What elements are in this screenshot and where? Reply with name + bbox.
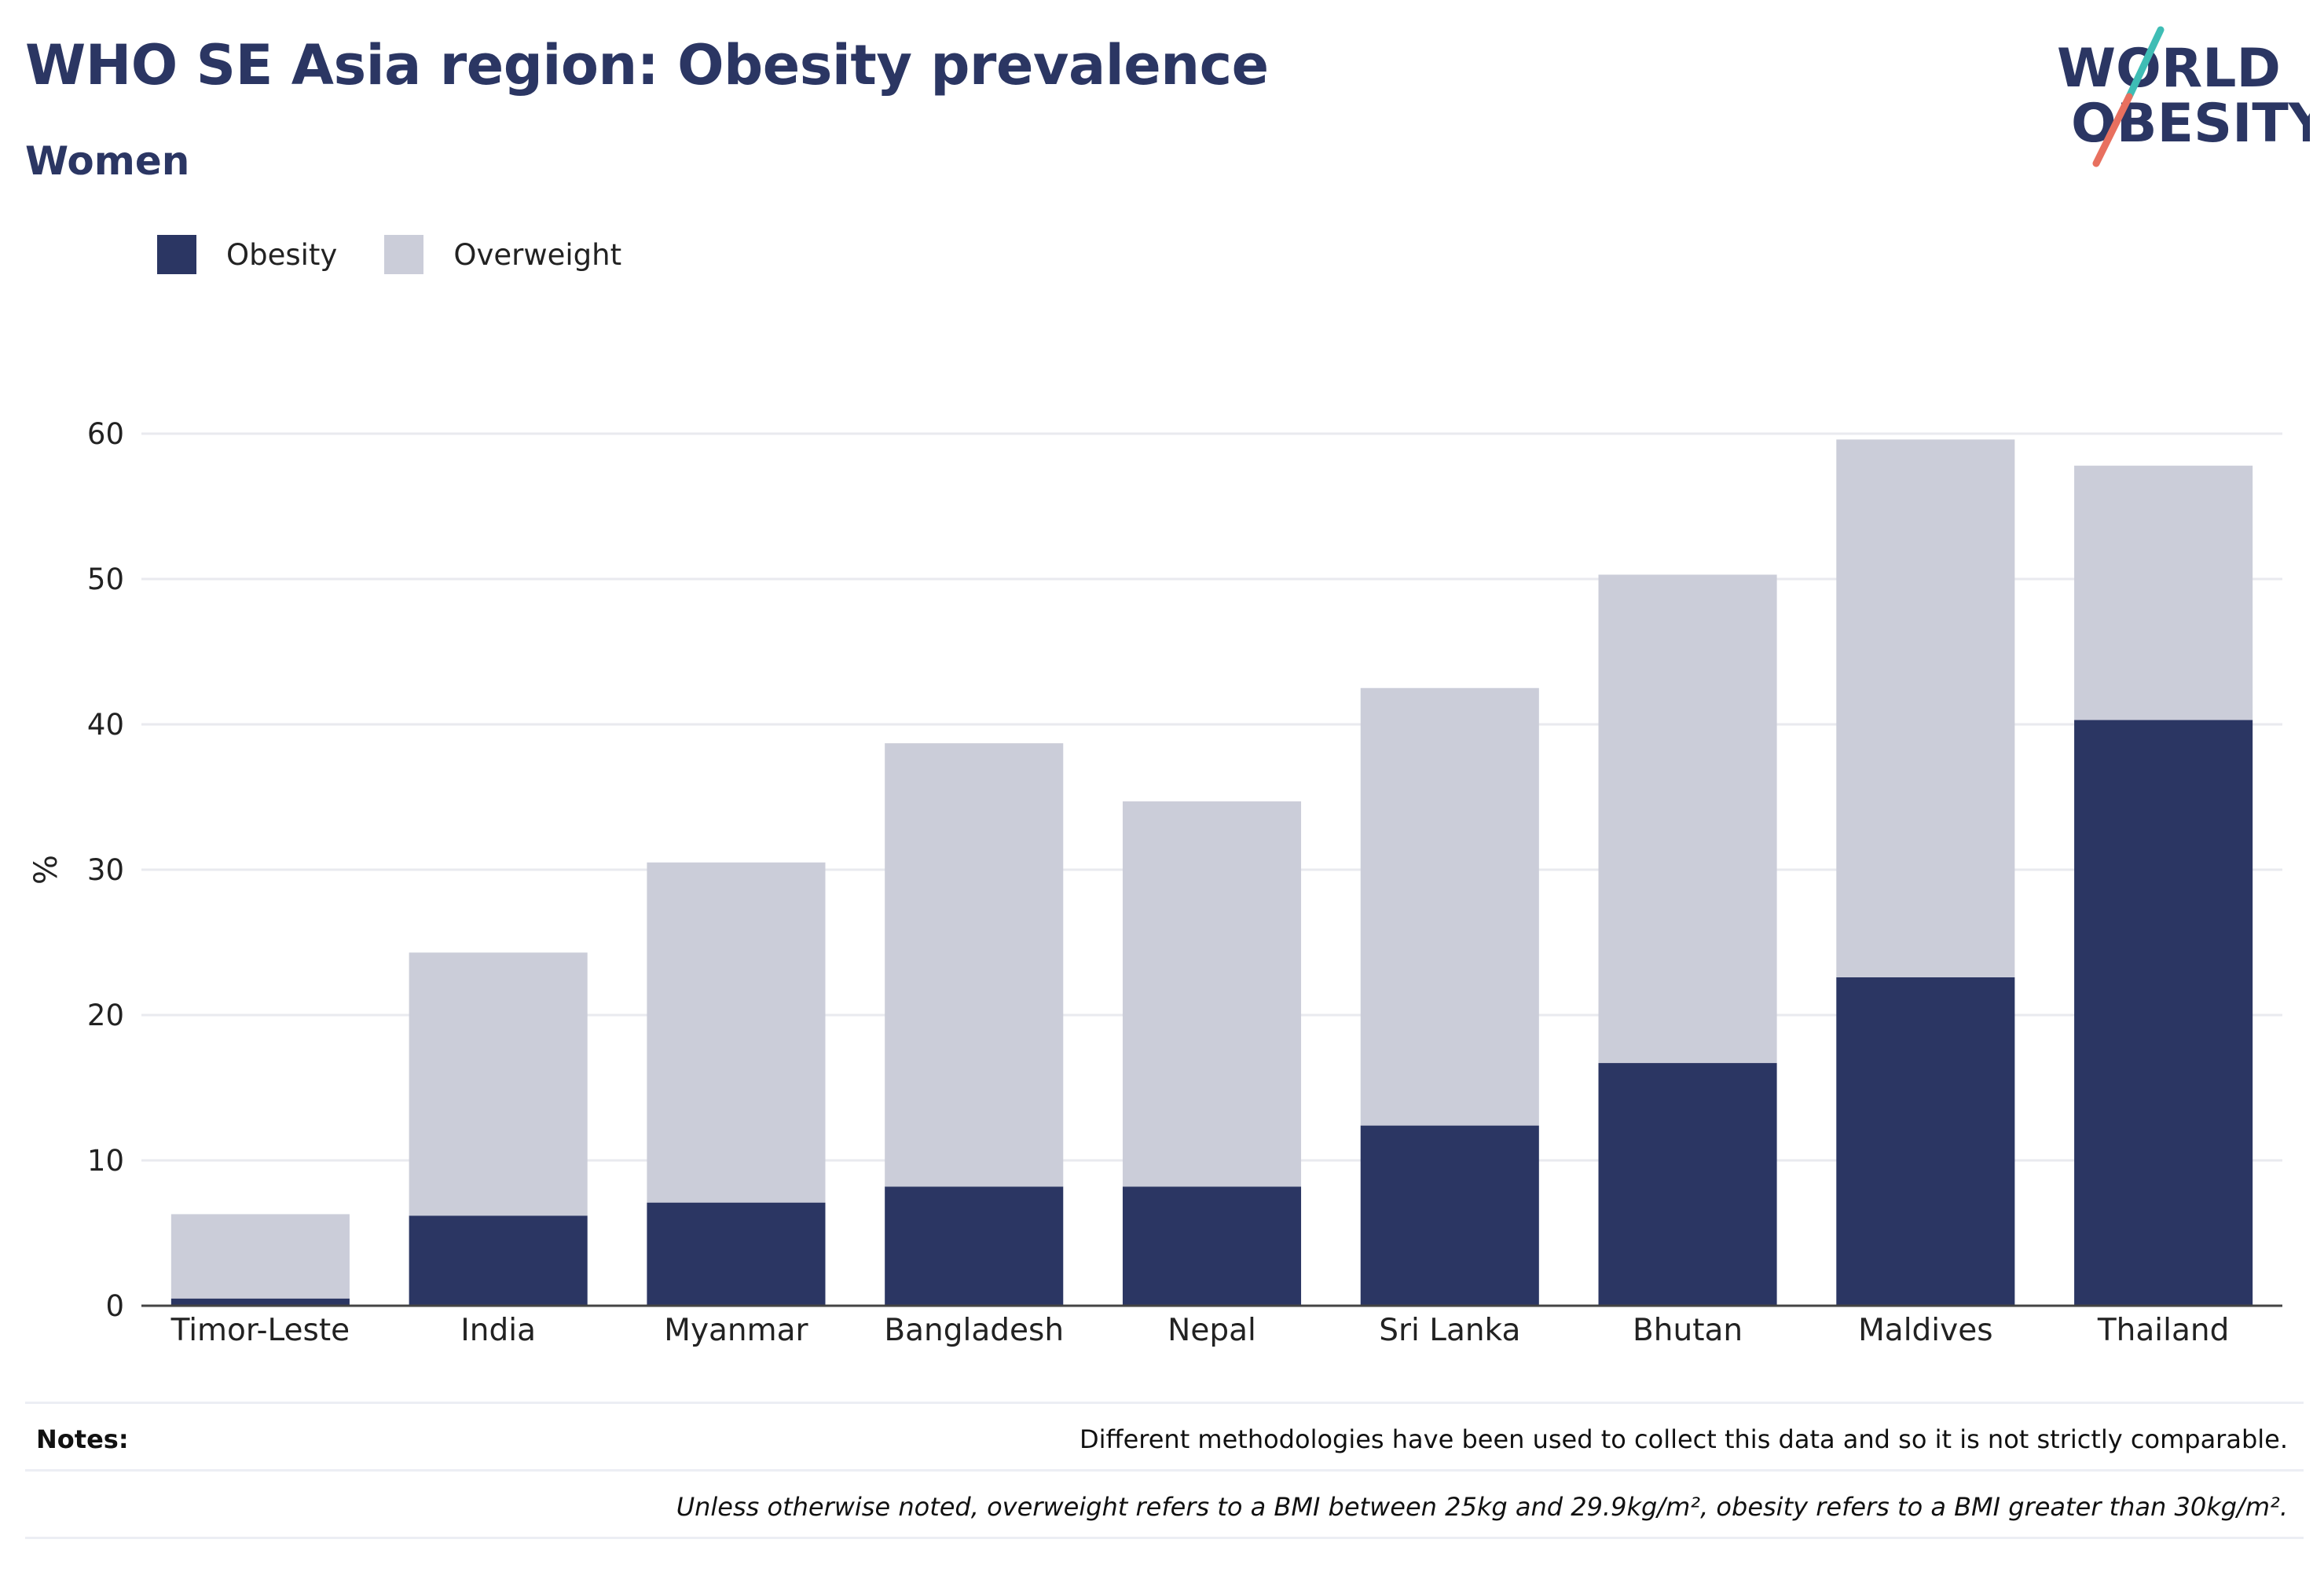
bar-obesity-thailand[interactable] [2074, 720, 2253, 1306]
notes-row-2: Unless otherwise noted, overweight refer… [25, 1469, 2304, 1539]
logo-slash-coral [2092, 93, 2133, 167]
bar-obesity-maldives[interactable] [1836, 977, 2015, 1306]
y-tick-label: 0 [105, 1289, 124, 1323]
notes-bmi-definition-text: Unless otherwise noted, overweight refer… [676, 1492, 2288, 1522]
bar-overweight-nepal[interactable] [1122, 801, 1302, 1187]
x-tick-label: Sri Lanka [1379, 1313, 1520, 1348]
y-tick-label: 60 [87, 417, 124, 451]
y-axis-label: % [28, 855, 64, 885]
legend-label-obesity: Obesity [226, 237, 338, 272]
bar-overweight-bangladesh[interactable] [885, 743, 1064, 1187]
stacked-bar-chart: 0 10 20 30 40 50 60 Timor-Leste India Myanmar Ban… [28, 417, 2282, 1348]
legend-item-overweight[interactable]: Overweight [384, 235, 621, 274]
chart-title: WHO SE Asia region: Obesity prevalence [25, 33, 1269, 97]
bar-overweight-timor-leste[interactable] [170, 1214, 350, 1299]
logo-slash-teal [2125, 26, 2165, 101]
notes-methodology-text: Different methodologies have been used t… [1080, 1424, 2288, 1454]
x-tick-label: Bangladesh [884, 1313, 1064, 1348]
x-tick-label: Maldives [1858, 1313, 1992, 1348]
bar-obesity-bhutan[interactable] [1598, 1063, 1777, 1306]
x-tick-label: Bhutan [1633, 1313, 1743, 1348]
chart-subtitle: Women [25, 138, 190, 184]
notes-label: Notes: [36, 1424, 129, 1454]
x-tick-label: Thailand [2097, 1313, 2229, 1348]
bar-overweight-maldives[interactable] [1836, 439, 2015, 977]
legend-item-obesity[interactable]: Obesity [157, 235, 337, 274]
bar-obesity-bangladesh[interactable] [885, 1186, 1064, 1306]
y-tick-label: 10 [87, 1144, 124, 1178]
logo-text-obesity: OBESITY [2071, 93, 2310, 155]
y-tick-label: 20 [87, 999, 124, 1032]
y-tick-label: 30 [87, 853, 124, 887]
x-tick-label: Myanmar [664, 1313, 808, 1348]
bar-obesity-myanmar[interactable] [647, 1202, 826, 1306]
x-tick-label: Timor-Leste [170, 1313, 350, 1348]
notes-row-1: Notes: Different methodologies have been… [25, 1402, 2304, 1469]
bar-overweight-sri-lanka[interactable] [1360, 687, 1539, 1126]
bar-obesity-timor-leste[interactable] [170, 1298, 350, 1306]
bar-overweight-thailand[interactable] [2074, 465, 2253, 720]
x-tick-label: Nepal [1167, 1313, 1256, 1348]
legend-swatch-obesity [157, 235, 196, 274]
bar-obesity-nepal[interactable] [1122, 1186, 1302, 1306]
legend-swatch-overweight [384, 235, 424, 274]
world-obesity-logo: WORLD OBESITY [2057, 26, 2310, 167]
notes-section: Notes: Different methodologies have been… [25, 1402, 2304, 1539]
bar-overweight-myanmar[interactable] [647, 862, 826, 1203]
x-tick-labels: Timor-Leste India Myanmar Bangladesh Nepal Sr… [170, 1313, 2230, 1348]
bar-overweight-bhutan[interactable] [1598, 574, 1777, 1064]
logo-text-world: WORLD [2057, 38, 2281, 100]
x-tick-label: India [460, 1313, 536, 1348]
legend-label-overweight: Overweight [453, 237, 622, 272]
bar-obesity-india[interactable] [409, 1215, 588, 1306]
bar-obesity-sri-lanka[interactable] [1360, 1125, 1539, 1306]
y-tick-labels: 0 10 20 30 40 50 60 [87, 417, 124, 1323]
y-tick-label: 40 [87, 708, 124, 742]
bars [170, 439, 2253, 1306]
bar-overweight-india[interactable] [409, 952, 588, 1216]
y-tick-label: 50 [87, 563, 124, 596]
chart-legend: Obesity Overweight [157, 233, 669, 277]
